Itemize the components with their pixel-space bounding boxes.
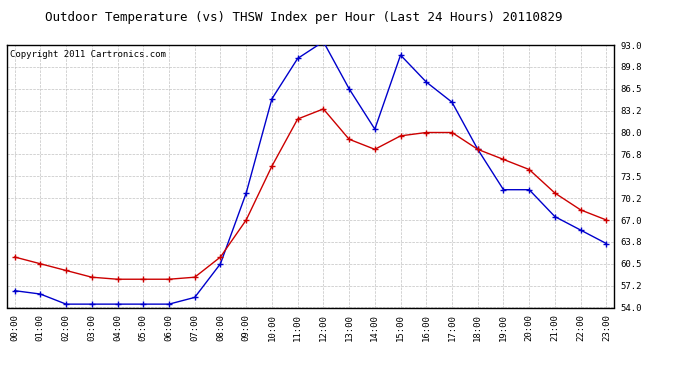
Text: Copyright 2011 Cartronics.com: Copyright 2011 Cartronics.com (10, 50, 166, 59)
Text: Outdoor Temperature (vs) THSW Index per Hour (Last 24 Hours) 20110829: Outdoor Temperature (vs) THSW Index per … (45, 11, 562, 24)
